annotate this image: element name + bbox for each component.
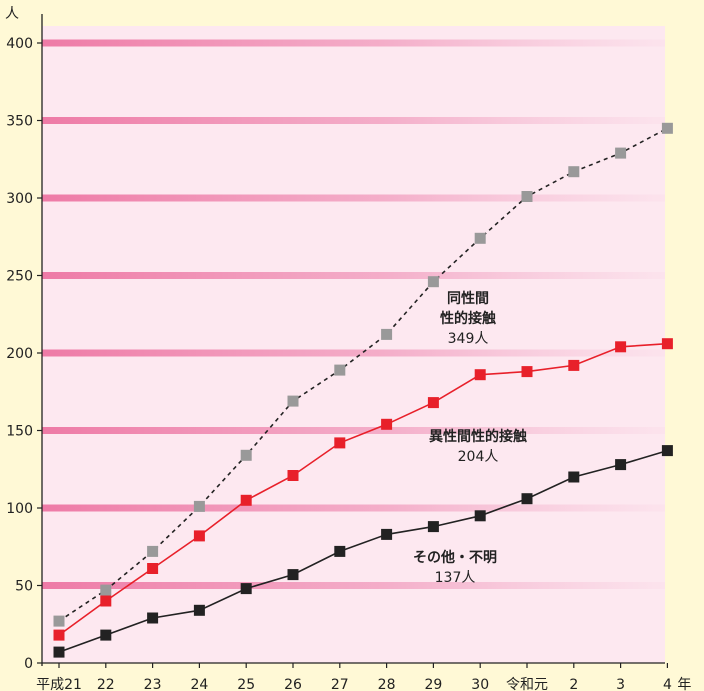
series-end-value-2: 137人 <box>435 570 476 586</box>
data-point-s1-0 <box>53 629 65 641</box>
data-point-s2-7 <box>381 528 393 540</box>
data-point-s0-4 <box>240 449 252 461</box>
data-point-s0-1 <box>100 584 112 596</box>
grid-band-200 <box>42 349 665 357</box>
y-tick-label-400: 400 <box>6 36 33 52</box>
x-tick-label-3: 24 <box>190 677 208 691</box>
data-point-s0-8 <box>427 276 439 288</box>
y-unit-label: 人 <box>5 6 19 22</box>
series-name-label-2: その他・不明 <box>413 549 497 566</box>
x-tick-label-4: 25 <box>237 677 255 691</box>
data-point-s1-10 <box>521 366 533 378</box>
series-line-0 <box>58 127 668 622</box>
x-tick-label-9: 30 <box>471 677 489 691</box>
x-tick-label-5: 26 <box>284 677 302 691</box>
x-tick-label-11: 2 <box>569 677 578 691</box>
data-point-s2-1 <box>100 629 112 641</box>
data-point-s1-1 <box>100 595 112 607</box>
data-point-s1-2 <box>147 563 159 574</box>
y-tick-label-300: 300 <box>6 191 33 207</box>
data-point-s1-6 <box>334 437 346 449</box>
data-point-s0-3 <box>193 500 205 512</box>
data-point-s2-13 <box>661 445 673 457</box>
data-point-s2-12 <box>615 459 627 471</box>
grid-band-50 <box>42 582 665 589</box>
series-lines <box>58 127 668 653</box>
x-tick-label-1: 22 <box>97 677 115 691</box>
data-point-s2-8 <box>427 521 439 533</box>
data-point-s1-7 <box>381 418 393 430</box>
data-point-s1-5 <box>287 470 299 481</box>
data-point-s2-9 <box>474 510 486 522</box>
x-unit-label: 年 <box>677 677 691 691</box>
x-tick-label-6: 27 <box>331 677 349 691</box>
data-point-s2-4 <box>240 583 252 595</box>
data-point-s2-6 <box>334 545 346 557</box>
data-point-s1-11 <box>568 359 580 371</box>
series-end-value-0: 349人 <box>448 331 489 347</box>
data-point-s2-3 <box>193 604 205 616</box>
series-line-2 <box>58 449 668 653</box>
data-point-s1-13 <box>661 338 673 350</box>
data-point-s0-6 <box>334 364 346 376</box>
series-name-label-0: 同性間 <box>447 290 489 307</box>
y-tick-label-150: 150 <box>6 424 33 440</box>
grid-band-150 <box>42 427 665 434</box>
x-tick-label-8: 29 <box>424 677 442 691</box>
y-tick-label-200: 200 <box>6 346 33 362</box>
data-point-s2-5 <box>287 569 299 581</box>
series-end-value-1: 204人 <box>458 449 499 465</box>
data-point-s0-12 <box>615 147 627 159</box>
data-point-s0-10 <box>521 191 533 202</box>
data-point-s1-3 <box>193 530 205 542</box>
data-point-s0-9 <box>474 232 486 244</box>
y-tick-label-100: 100 <box>6 501 33 517</box>
y-axis-ticks: 0 50 100 150 200 250 300 350 400 <box>6 36 42 672</box>
data-point-s0-0 <box>53 615 65 627</box>
data-point-s0-2 <box>147 545 159 557</box>
series-name-label-0: 性的接触 <box>440 310 496 327</box>
x-tick-label-0: 平成21 <box>36 677 82 691</box>
y-tick-label-350: 350 <box>6 114 33 130</box>
y-tick-label-0: 0 <box>24 656 33 672</box>
grid-bands <box>42 39 665 589</box>
x-tick-label-2: 23 <box>144 677 162 691</box>
y-tick-label-250: 250 <box>6 269 33 285</box>
x-tick-label-12: 3 <box>616 677 625 691</box>
data-point-s0-13 <box>661 122 673 134</box>
data-point-s0-7 <box>381 328 393 340</box>
x-tick-label-7: 28 <box>378 677 396 691</box>
data-point-s1-12 <box>615 341 627 353</box>
series-name-label-1: 異性間性的接触 <box>429 428 527 445</box>
series-line-1 <box>58 342 668 636</box>
x-tick-label-10: 令和元 <box>506 677 548 691</box>
x-tick-label-13: 4 <box>663 677 672 691</box>
data-point-s1-9 <box>474 369 486 381</box>
data-point-s0-5 <box>287 395 299 407</box>
data-point-s1-4 <box>240 494 252 506</box>
grid-band-100 <box>42 504 665 512</box>
grid-band-300 <box>42 194 665 202</box>
data-point-s2-2 <box>147 612 159 624</box>
data-point-s2-11 <box>568 471 580 483</box>
series-markers <box>53 122 673 658</box>
data-point-s2-0 <box>53 646 65 658</box>
grid-band-250 <box>42 272 665 279</box>
data-point-s1-8 <box>427 397 439 409</box>
plot-area <box>42 26 665 663</box>
data-point-s2-10 <box>521 493 533 505</box>
y-tick-label-50: 50 <box>15 579 33 595</box>
x-axis-ticks: 平成21 22 23 24 25 26 27 28 29 30 令和元 2 3 4 年 <box>36 663 691 691</box>
grid-band-350 <box>42 117 665 124</box>
grid-band-400 <box>42 39 665 47</box>
data-point-s0-11 <box>568 166 580 178</box>
